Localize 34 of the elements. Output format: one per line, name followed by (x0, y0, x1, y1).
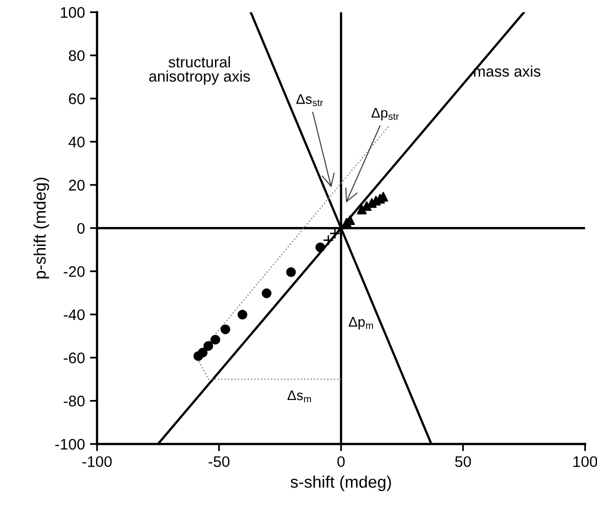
y-tick-label: -40 (64, 309, 85, 320)
annotation: Δs$_{m}$ (288, 390, 311, 402)
x-tick-label: -100 (82, 456, 112, 468)
annotation: structural anisotropy axis (149, 56, 250, 85)
point (238, 310, 248, 320)
x-axis-title: s-shift (mdeg) (290, 476, 391, 492)
y-axis-title: p-shift (mdeg) (34, 178, 50, 278)
y-tick-label: 40 (68, 136, 85, 148)
x-tick-label: 100 (573, 456, 597, 468)
point (220, 324, 230, 334)
y-tick-label: 100 (60, 7, 85, 18)
point (203, 341, 214, 351)
point (198, 348, 208, 358)
point (342, 218, 352, 228)
point (356, 204, 367, 214)
annotation: Δs$_{str}$ (296, 94, 323, 106)
annotation: Δp$_{str}$ (371, 108, 399, 120)
y-tick-label: 60 (68, 93, 85, 104)
x-tick-label: 0 (337, 456, 345, 468)
point (262, 288, 272, 298)
y-tick-label: -80 (64, 396, 85, 406)
y-tick-label: -100 (55, 438, 85, 450)
x-tick-label: 50 (455, 456, 471, 468)
y-tick-label: -20 (64, 266, 85, 277)
y-tick-label: 0 (77, 222, 85, 234)
annotation: Δp$_{m}$ (348, 317, 373, 330)
point (315, 242, 326, 252)
point (210, 334, 220, 345)
annotation: mass axis (474, 66, 540, 77)
y-tick-label: -60 (64, 352, 85, 364)
y-tick-label: 20 (68, 180, 85, 191)
x-tick-label: -50 (208, 456, 230, 468)
y-tick-label: 80 (68, 50, 85, 62)
point (286, 267, 296, 277)
